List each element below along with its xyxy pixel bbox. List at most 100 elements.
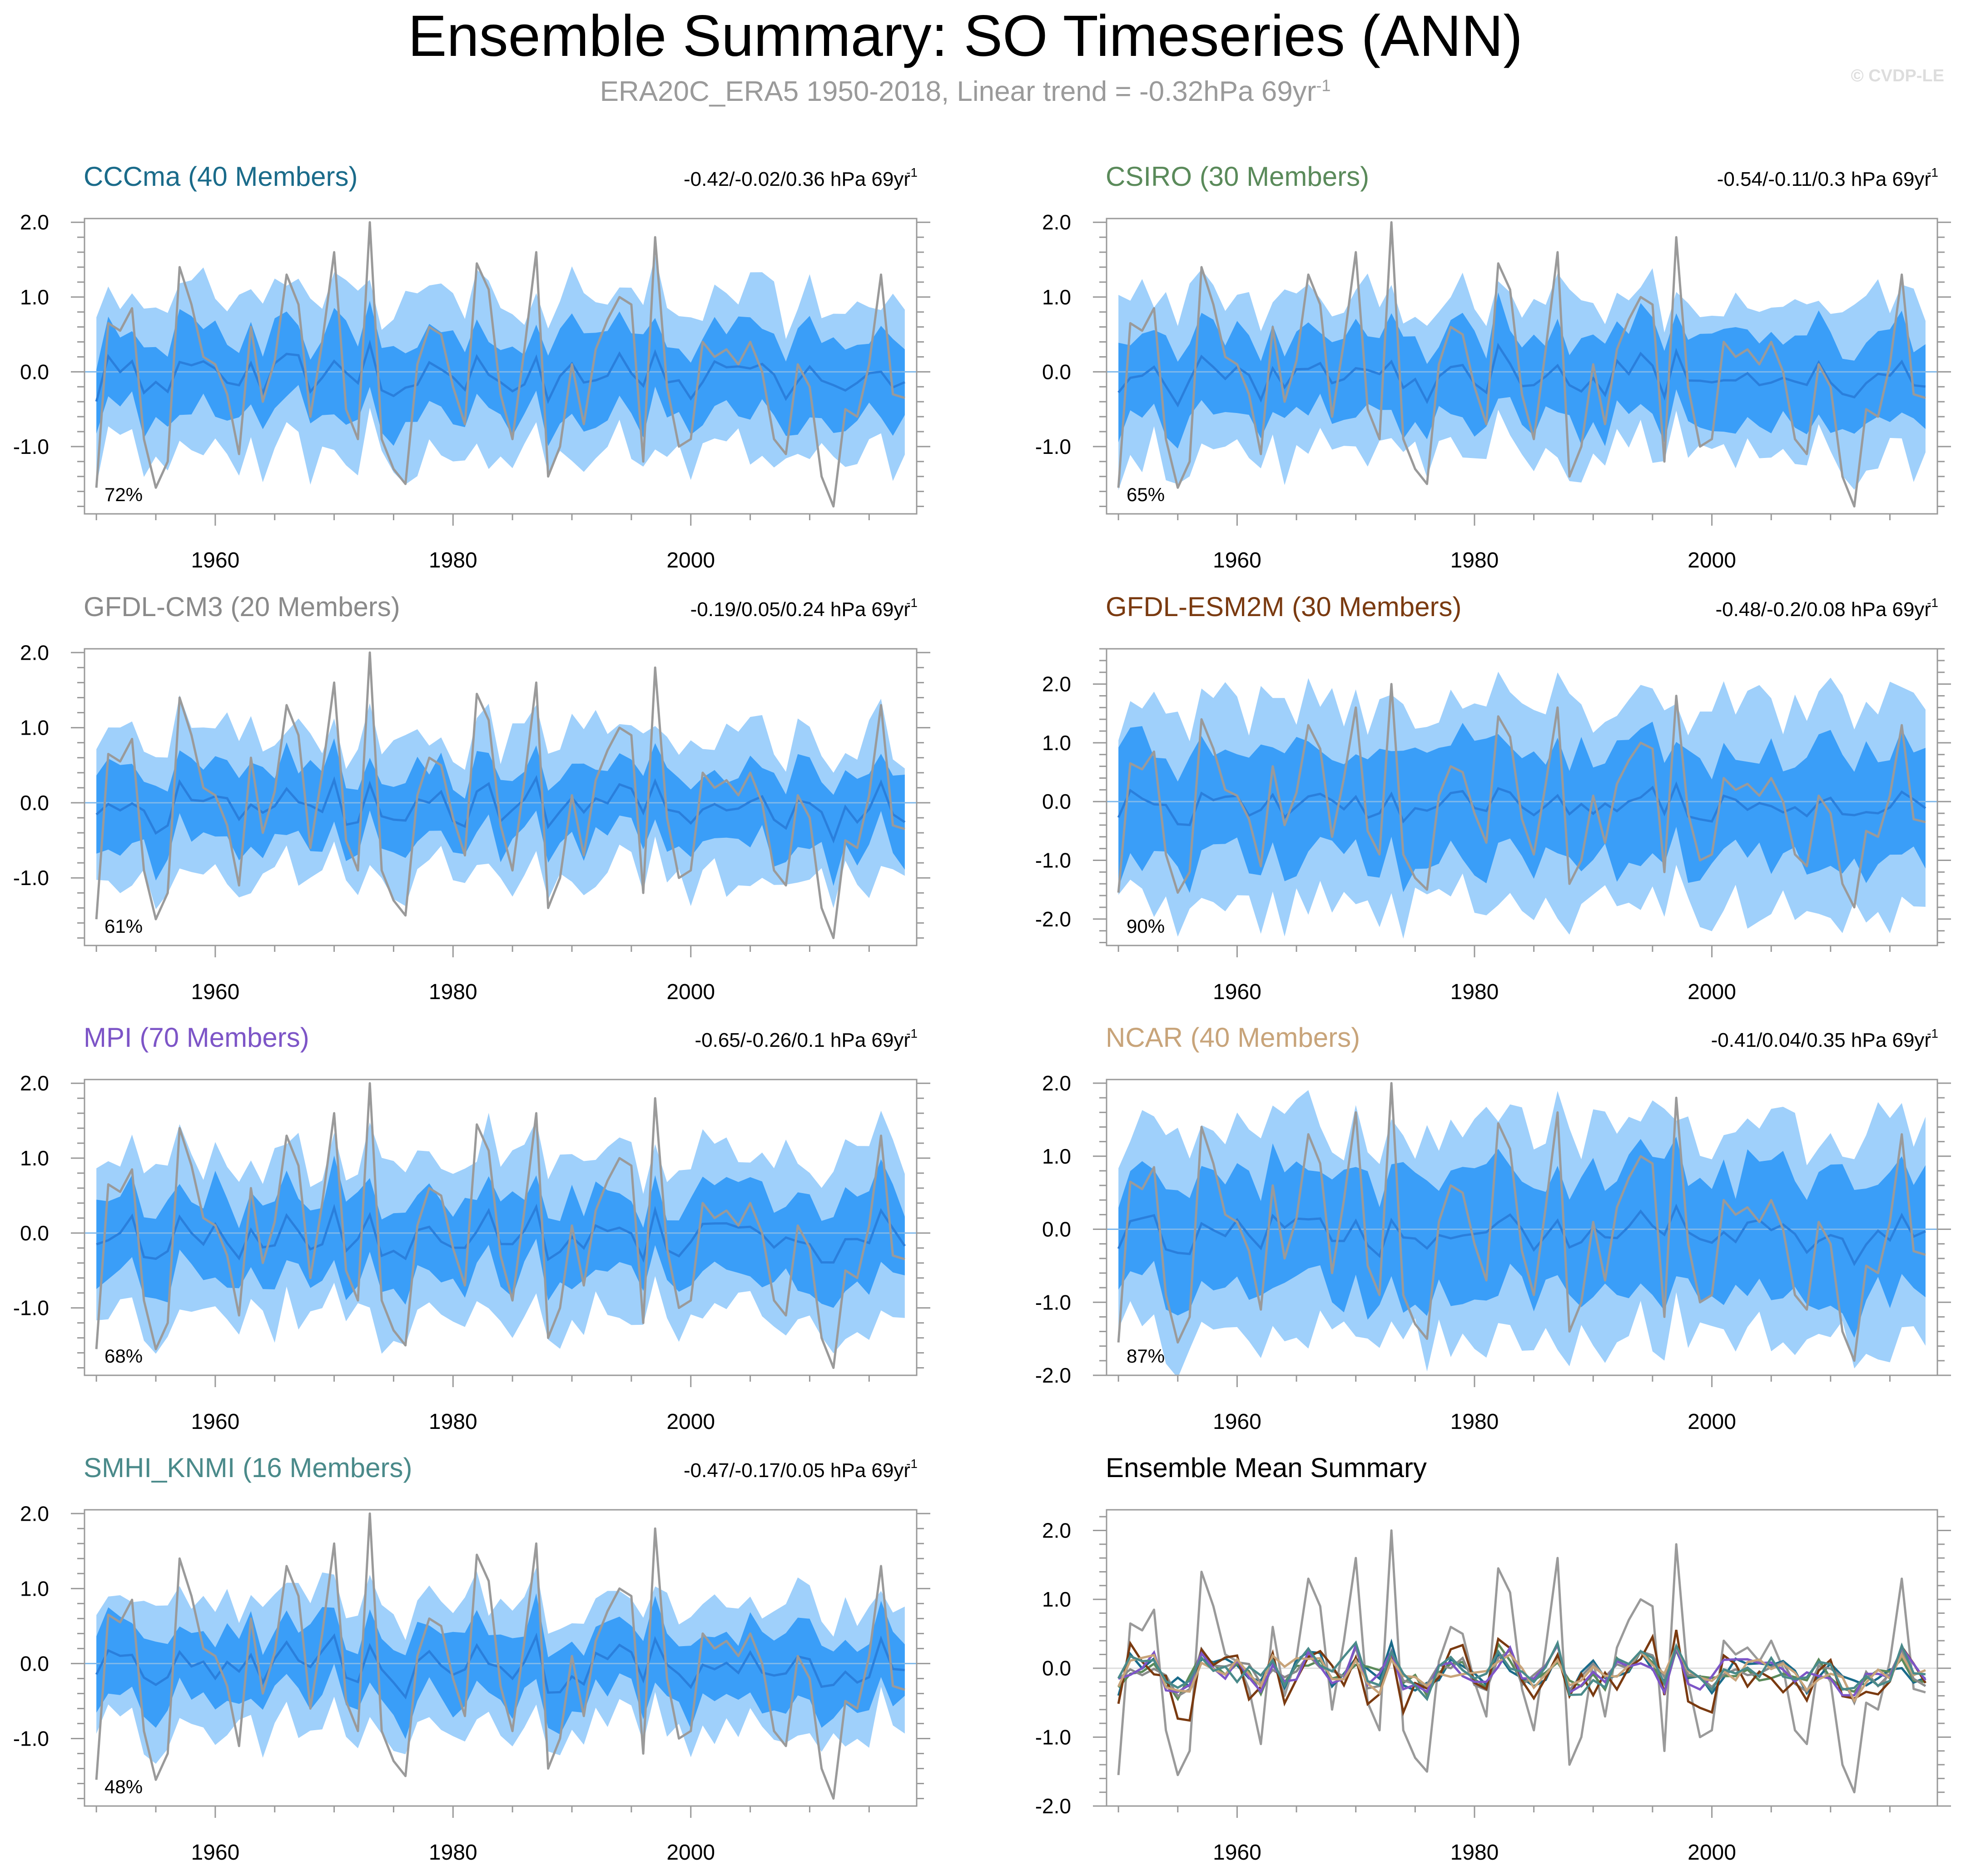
trend-exponent: -1 [906,1026,918,1040]
observation-line [95,651,905,939]
y-tick-label: 0.0 [20,360,49,383]
trend-exponent: -1 [906,165,918,179]
percent-label: 87% [1127,1345,1165,1367]
x-tick-label: 2000 [1688,548,1736,572]
x-tick-label: 2000 [666,548,715,572]
y-tick-label: 0.0 [20,1221,49,1245]
panel-ncar: NCAR (40 Members) -0.41/0.04/0.35 hPa 69y… [1035,1022,1951,1434]
y-tick-label: 2.0 [20,210,49,234]
ensemble-mean-line [95,1632,905,1700]
trend-text: -0.19/0.05/0.24 hPa 69yr [690,598,910,621]
trend-text: -0.65/-0.26/0.1 hPa 69yr [695,1029,910,1051]
percent-label: 65% [1127,484,1165,505]
x-tick-label: 1980 [429,980,477,1004]
percent-label: 61% [104,916,143,937]
trend-text: -0.47/-0.17/0.05 hPa 69yr [684,1459,910,1482]
spread-band-inner [96,1155,905,1308]
y-tick-label: -1.0 [13,435,49,458]
panel-cccma: CCCma (40 Members) -0.42/-0.02/0.36 hPa 6… [13,161,930,572]
x-tick-label: 1980 [429,1841,477,1865]
plot-area [1107,672,1937,939]
subtitle-exponent: -1 [1316,76,1331,95]
spread-band-inner [96,738,905,886]
trend-text: -0.48/-0.2/0.08 hPa 69yr [1715,598,1931,621]
trend-text: -0.41/0.04/0.35 hPa 69yr [1711,1029,1931,1051]
y-tick-label: 0.0 [1042,1657,1071,1680]
y-tick-label: -2.0 [1035,1794,1071,1818]
y-tick-label: -1.0 [13,1727,49,1750]
y-tick-label: 1.0 [1042,285,1071,309]
summary-line-gfdl-esm2m [1117,1629,1927,1722]
plot-frame [84,1079,918,1376]
observation-line [95,221,905,508]
spread-band-inner [1118,1136,1926,1338]
trend-exponent: -1 [1927,596,1938,610]
panel-title: GFDL-ESM2M (30 Members) [1106,592,1461,622]
y-tick-label: 1.0 [20,285,49,309]
summary-line-smhi_knmi [1117,1639,1926,1702]
y-tick-label: 2.0 [20,641,49,664]
plot-area [84,651,917,939]
x-tick-label: 2000 [666,980,715,1004]
y-tick-label: -1.0 [13,1296,49,1320]
plot-area [84,1082,917,1369]
y-tick-label: -2.0 [1035,1363,1071,1387]
y-tick-label: -2.0 [1035,907,1071,931]
panel-title: NCAR (40 Members) [1106,1022,1360,1053]
x-tick-label: 1960 [191,1410,239,1434]
panel-title: SMHI_KNMI (16 Members) [84,1453,412,1483]
x-tick-label: 1960 [191,548,239,572]
y-tick-label: 1.0 [1042,1587,1071,1611]
plot-area [84,1512,917,1800]
panel-mpi: MPI (70 Members) -0.65/-0.26/0.1 hPa 69yr… [13,1022,930,1434]
summary-line-ncar [1117,1644,1926,1703]
trend-exponent: -1 [906,596,918,610]
cvdp-watermark: © CVDP-LE [1851,66,1944,85]
panel-title: CCCma (40 Members) [84,161,357,192]
percent-label: 48% [104,1776,143,1797]
observation-line [95,1512,905,1800]
plot-area [1107,221,1937,508]
y-tick-label: 0.0 [1042,790,1071,813]
y-tick-label: 1.0 [1042,1145,1071,1168]
x-tick-label: 1980 [1450,1841,1499,1865]
y-tick-label: 1.0 [20,1577,49,1600]
observation-line [1117,1082,1926,1362]
y-tick-label: -1.0 [1035,849,1071,872]
ensemble-mean-line [95,339,905,404]
trend-text: -0.42/-0.02/0.36 hPa 69yr [684,168,910,190]
x-tick-label: 1980 [429,548,477,572]
y-tick-label: 2.0 [20,1502,49,1525]
panel-ensemble-mean-summary: Ensemble Mean Summary 2.0 1.0 0.0 -1.0 -2.0 19… [1035,1453,1951,1865]
spread-band-inner [1118,292,1926,449]
plot-area [84,221,917,508]
x-tick-label: 1960 [1213,1410,1261,1434]
x-tick-label: 2000 [1688,1841,1736,1865]
panel-title: CSIRO (30 Members) [1106,161,1369,192]
x-tick-label: 2000 [666,1410,715,1434]
x-tick-label: 1960 [1213,548,1261,572]
x-tick-label: 2000 [1688,980,1736,1004]
ensemble-mean-line [1117,781,1926,826]
observation-line [1117,683,1926,909]
panel-csiro: CSIRO (30 Members) -0.54/-0.11/0.3 hPa 69… [1035,161,1951,572]
y-tick-label: 0.0 [20,1652,49,1675]
plot-frame [1106,1509,1938,1807]
y-tick-label: 2.0 [1042,672,1071,696]
plot-area [1107,1529,1937,1794]
panel-title: Ensemble Mean Summary [1106,1453,1427,1483]
trend-exponent: -1 [906,1457,918,1471]
plot-frame [1106,218,1938,515]
panel-title: MPI (70 Members) [84,1022,309,1053]
panel-title: GFDL-CM3 (20 Members) [84,592,400,622]
ensemble-mean-line [96,1204,906,1264]
y-tick-label: 1.0 [20,716,49,740]
y-tick-label: 0.0 [1042,360,1071,383]
y-tick-label: 2.0 [1042,210,1071,234]
y-tick-label: 2.0 [1042,1518,1071,1542]
percent-label: 90% [1127,916,1165,937]
panel-gfdl-cm3: GFDL-CM3 (20 Members) -0.19/0.05/0.24 hPa… [13,592,930,1004]
x-tick-label: 1960 [1213,980,1261,1004]
percent-label: 68% [104,1345,143,1367]
